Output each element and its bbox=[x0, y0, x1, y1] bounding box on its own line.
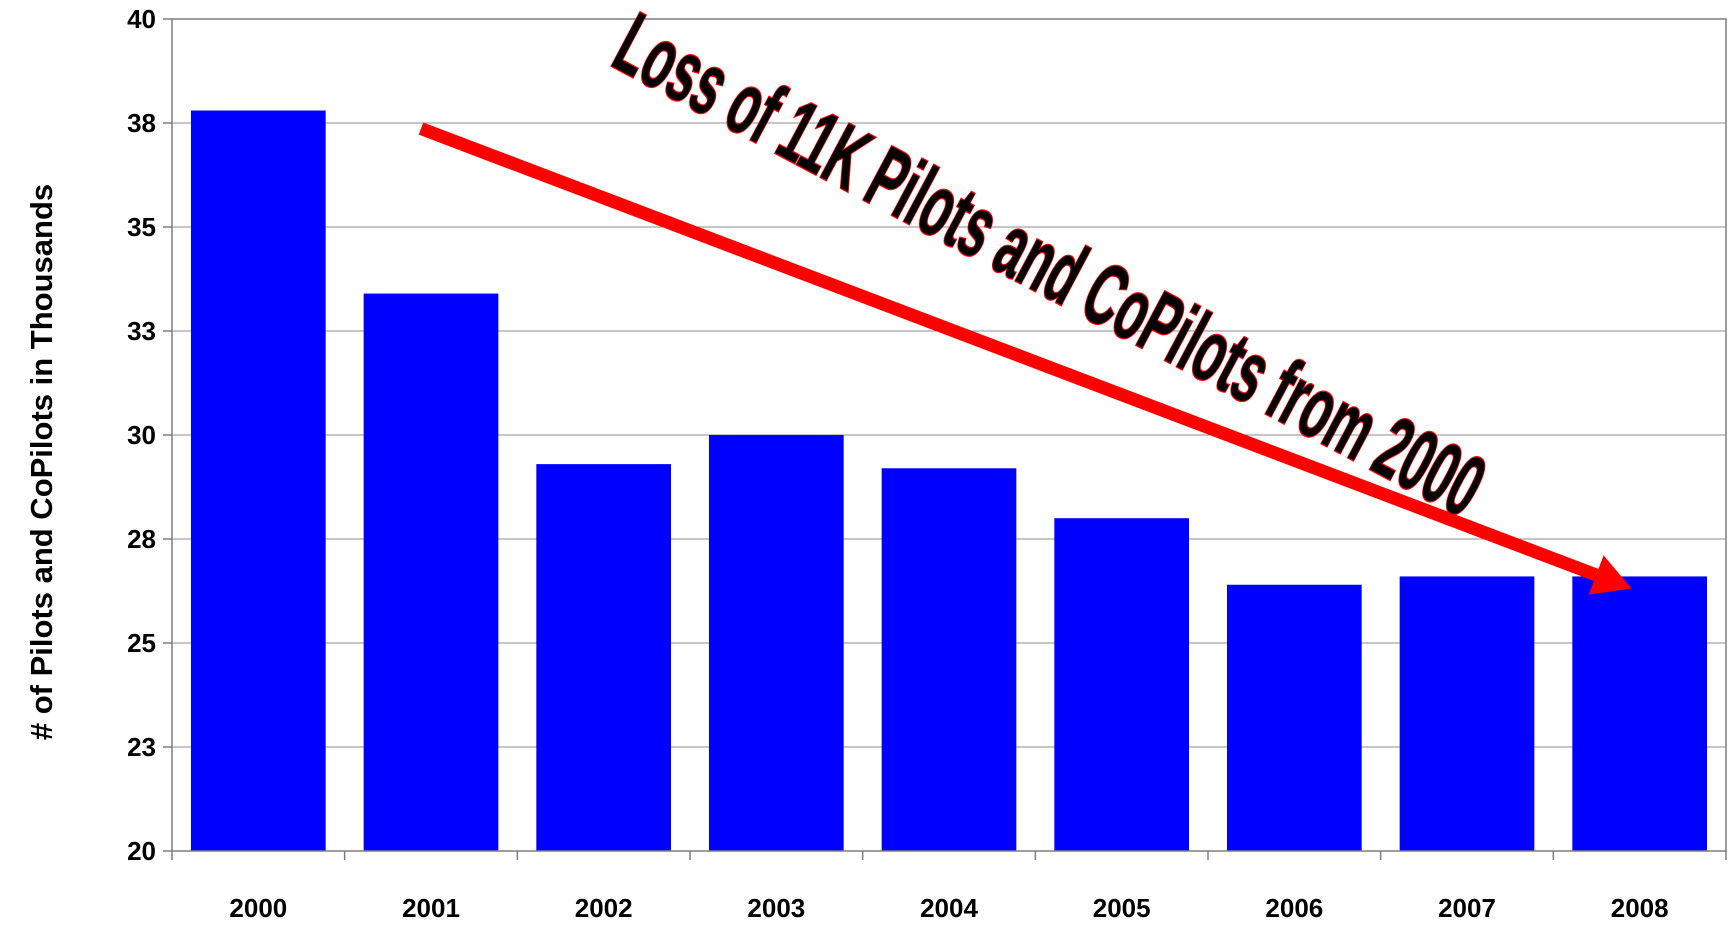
x-tick-label: 2004 bbox=[920, 893, 978, 923]
x-tick-label: 2008 bbox=[1611, 893, 1669, 923]
y-tick-label: 38 bbox=[127, 108, 156, 138]
x-tick-label: 2003 bbox=[747, 893, 805, 923]
y-tick-label: 28 bbox=[127, 524, 156, 554]
bar-2000 bbox=[190, 110, 326, 851]
x-tick-label: 2001 bbox=[402, 893, 460, 923]
x-tick-labels: 2000 2001 2002 2003 2004 2005 2006 2007 2008 bbox=[229, 893, 1668, 923]
x-tick-label: 2006 bbox=[1265, 893, 1323, 923]
x-tick-label: 2007 bbox=[1438, 893, 1496, 923]
bar-2001 bbox=[363, 293, 499, 851]
x-tick-label: 2000 bbox=[229, 893, 287, 923]
bar-2003 bbox=[708, 435, 844, 851]
y-tick-label: 20 bbox=[127, 836, 156, 866]
bar-2004 bbox=[881, 468, 1017, 851]
y-tick-label: 35 bbox=[127, 212, 156, 242]
bar-2002 bbox=[536, 464, 672, 851]
bar-2008 bbox=[1572, 576, 1708, 851]
y-tick-label: 25 bbox=[127, 628, 156, 658]
bar-2007 bbox=[1399, 576, 1535, 851]
y-tick-label: 23 bbox=[127, 732, 156, 762]
arrow-head bbox=[1588, 555, 1632, 595]
bars bbox=[190, 110, 1708, 851]
y-tick-labels: 20 23 25 28 30 33 35 38 40 bbox=[127, 4, 156, 866]
trend-arrow bbox=[418, 122, 1632, 595]
y-tick-label: 33 bbox=[127, 316, 156, 346]
y-axis-label: # of Pilots and CoPilots in Thousands bbox=[24, 184, 59, 740]
y-tick-label: 30 bbox=[127, 420, 156, 450]
arrow-shaft bbox=[418, 122, 1599, 582]
y-tick-label: 40 bbox=[127, 4, 156, 34]
axes bbox=[171, 18, 1727, 860]
x-tick-label: 2005 bbox=[1093, 893, 1151, 923]
x-tick-label: 2002 bbox=[575, 893, 633, 923]
plot-area-border bbox=[171, 18, 1727, 852]
bar-2006 bbox=[1226, 584, 1362, 851]
bar-2005 bbox=[1054, 518, 1190, 851]
